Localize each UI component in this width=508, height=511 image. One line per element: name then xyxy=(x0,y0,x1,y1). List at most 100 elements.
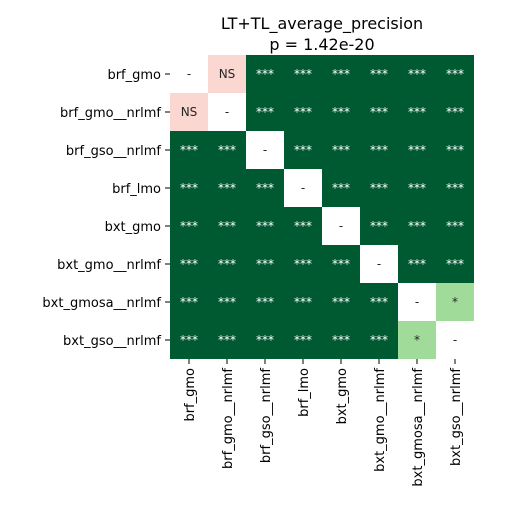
y-axis-tick-label: brf_gmo xyxy=(107,68,161,83)
heatmap-cell xyxy=(360,93,398,131)
x-axis-tick-label: brf_gmo__nrlmf xyxy=(221,368,236,469)
heatmap-cell-label: NS xyxy=(181,105,198,119)
y-axis-tick-label: bxt_gmo__nrlmf xyxy=(57,258,161,273)
heatmap-cell-label: *** xyxy=(294,257,312,271)
heatmap-cell xyxy=(436,245,474,283)
heatmap-cell xyxy=(208,55,246,93)
heatmap-cell-label: *** xyxy=(370,67,388,81)
heatmap-cell-label: - xyxy=(301,181,305,195)
x-axis-tick-label: brf_gmo xyxy=(183,368,198,422)
heatmap-cell-label: *** xyxy=(180,333,198,347)
heatmap-cell xyxy=(284,283,322,321)
heatmap-cell xyxy=(170,55,208,93)
heatmap-cell xyxy=(208,283,246,321)
heatmap-cell-label: *** xyxy=(218,295,236,309)
heatmap-cell-label: *** xyxy=(408,67,426,81)
heatmap-cell-label: *** xyxy=(256,333,274,347)
heatmap-cell-label: *** xyxy=(218,333,236,347)
heatmap-cell xyxy=(360,283,398,321)
heatmap-cell xyxy=(360,169,398,207)
heatmap-cell xyxy=(322,283,360,321)
heatmap-cell-label: *** xyxy=(332,295,350,309)
heatmap-cell-label: *** xyxy=(446,181,464,195)
x-axis-tick-label: bxt_gso__nrlmf xyxy=(449,368,464,466)
heatmap-cell-label: *** xyxy=(218,181,236,195)
heatmap-cell xyxy=(284,207,322,245)
heatmap-cell xyxy=(246,55,284,93)
heatmap-cell xyxy=(436,321,474,359)
heatmap-cell xyxy=(360,207,398,245)
heatmap-cell-label: *** xyxy=(256,181,274,195)
heatmap-cell xyxy=(208,207,246,245)
heatmap-cell xyxy=(284,131,322,169)
heatmap-cell xyxy=(436,283,474,321)
heatmap-cell xyxy=(170,321,208,359)
heatmap-cell xyxy=(284,321,322,359)
heatmap-cell xyxy=(322,169,360,207)
heatmap-cell-label: *** xyxy=(446,143,464,157)
heatmap-cell xyxy=(170,93,208,131)
x-axis-tick-labels: brf_gmo brf_gmo__nrlmf brf_gso__nrlmf brf_l… xyxy=(183,359,464,487)
heatmap-cell-label: *** xyxy=(256,105,274,119)
heatmap-cell-label: *** xyxy=(294,333,312,347)
heatmap-cell-label: *** xyxy=(446,219,464,233)
heatmap-cell xyxy=(360,55,398,93)
x-axis-tick-label: bxt_gmo xyxy=(335,368,350,424)
x-axis-tick-label: bxt_gmosa__nrlmf xyxy=(411,368,426,487)
heatmap-cell xyxy=(322,93,360,131)
heatmap-cell-label: *** xyxy=(446,67,464,81)
y-axis-tick-label: brf_lmo xyxy=(112,182,161,197)
heatmap-cell-label: *** xyxy=(408,143,426,157)
heatmap-cell xyxy=(284,169,322,207)
heatmap-cell xyxy=(170,169,208,207)
y-axis-tick-label: bxt_gmosa__nrlmf xyxy=(42,296,161,311)
heatmap-cell-label: - xyxy=(225,105,229,119)
heatmap-cell-label: *** xyxy=(218,219,236,233)
heatmap-cell-label: *** xyxy=(294,219,312,233)
heatmap-cell xyxy=(398,321,436,359)
heatmap-cell xyxy=(246,131,284,169)
heatmap-cell xyxy=(246,321,284,359)
heatmap-cell-label: *** xyxy=(294,295,312,309)
heatmap-cell xyxy=(208,321,246,359)
heatmap-cell xyxy=(436,55,474,93)
heatmap-cell xyxy=(436,207,474,245)
heatmap-cell-label: - xyxy=(263,143,267,157)
heatmap-cell-label: - xyxy=(187,67,191,81)
heatmap-cell-label: *** xyxy=(370,105,388,119)
heatmap-cell xyxy=(246,93,284,131)
y-axis-tick-label: bxt_gso__nrlmf xyxy=(63,334,161,349)
heatmap-cell xyxy=(170,131,208,169)
chart-title: LT+TL_average_precision xyxy=(221,14,423,34)
heatmap-cell xyxy=(284,245,322,283)
heatmap-cell xyxy=(322,207,360,245)
heatmap-cell-label: - xyxy=(339,219,343,233)
heatmap-cell xyxy=(360,321,398,359)
heatmap-cell xyxy=(322,245,360,283)
heatmap-cell-label: *** xyxy=(294,105,312,119)
heatmap-cell-label: *** xyxy=(370,295,388,309)
heatmap-cell xyxy=(208,169,246,207)
heatmap-cell-label: *** xyxy=(332,143,350,157)
heatmap-cell xyxy=(398,207,436,245)
heatmap-cell-label: * xyxy=(452,295,458,309)
heatmap-cell-label: *** xyxy=(446,105,464,119)
heatmap-cell xyxy=(398,55,436,93)
heatmap-cell xyxy=(360,131,398,169)
chart-subtitle: p = 1.42e-20 xyxy=(269,35,374,54)
heatmap-cell-label: *** xyxy=(446,257,464,271)
heatmap-cell xyxy=(322,321,360,359)
heatmap-cell-label: NS xyxy=(219,67,236,81)
y-axis-tick-label: brf_gmo__nrlmf xyxy=(60,106,161,121)
heatmap-cell-label: *** xyxy=(180,181,198,195)
x-axis-tick-label: brf_gso__nrlmf xyxy=(259,368,274,464)
heatmap-cell xyxy=(398,131,436,169)
heatmap-cell xyxy=(360,245,398,283)
heatmap-cell xyxy=(436,93,474,131)
x-axis-tick-label: brf_lmo xyxy=(297,368,312,417)
heatmap-cell xyxy=(398,283,436,321)
heatmap-cell xyxy=(208,93,246,131)
heatmap-cell-label: *** xyxy=(332,181,350,195)
heatmap-cell-label: *** xyxy=(332,333,350,347)
heatmap-cell-label: *** xyxy=(256,67,274,81)
